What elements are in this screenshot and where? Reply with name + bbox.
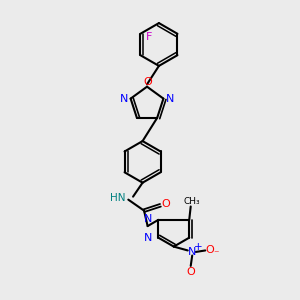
Text: O: O [143,76,152,87]
Text: +: + [194,242,203,252]
Text: N: N [144,214,152,224]
Text: O: O [205,245,214,256]
Text: N: N [188,247,196,257]
Text: O: O [161,199,170,209]
Text: N: N [143,233,152,243]
Text: F: F [146,32,152,42]
Text: N: N [166,94,174,103]
Text: ⁻: ⁻ [213,249,219,259]
Text: N: N [120,94,128,103]
Text: O: O [186,267,195,277]
Text: CH₃: CH₃ [184,196,200,206]
Text: HN: HN [110,193,125,203]
